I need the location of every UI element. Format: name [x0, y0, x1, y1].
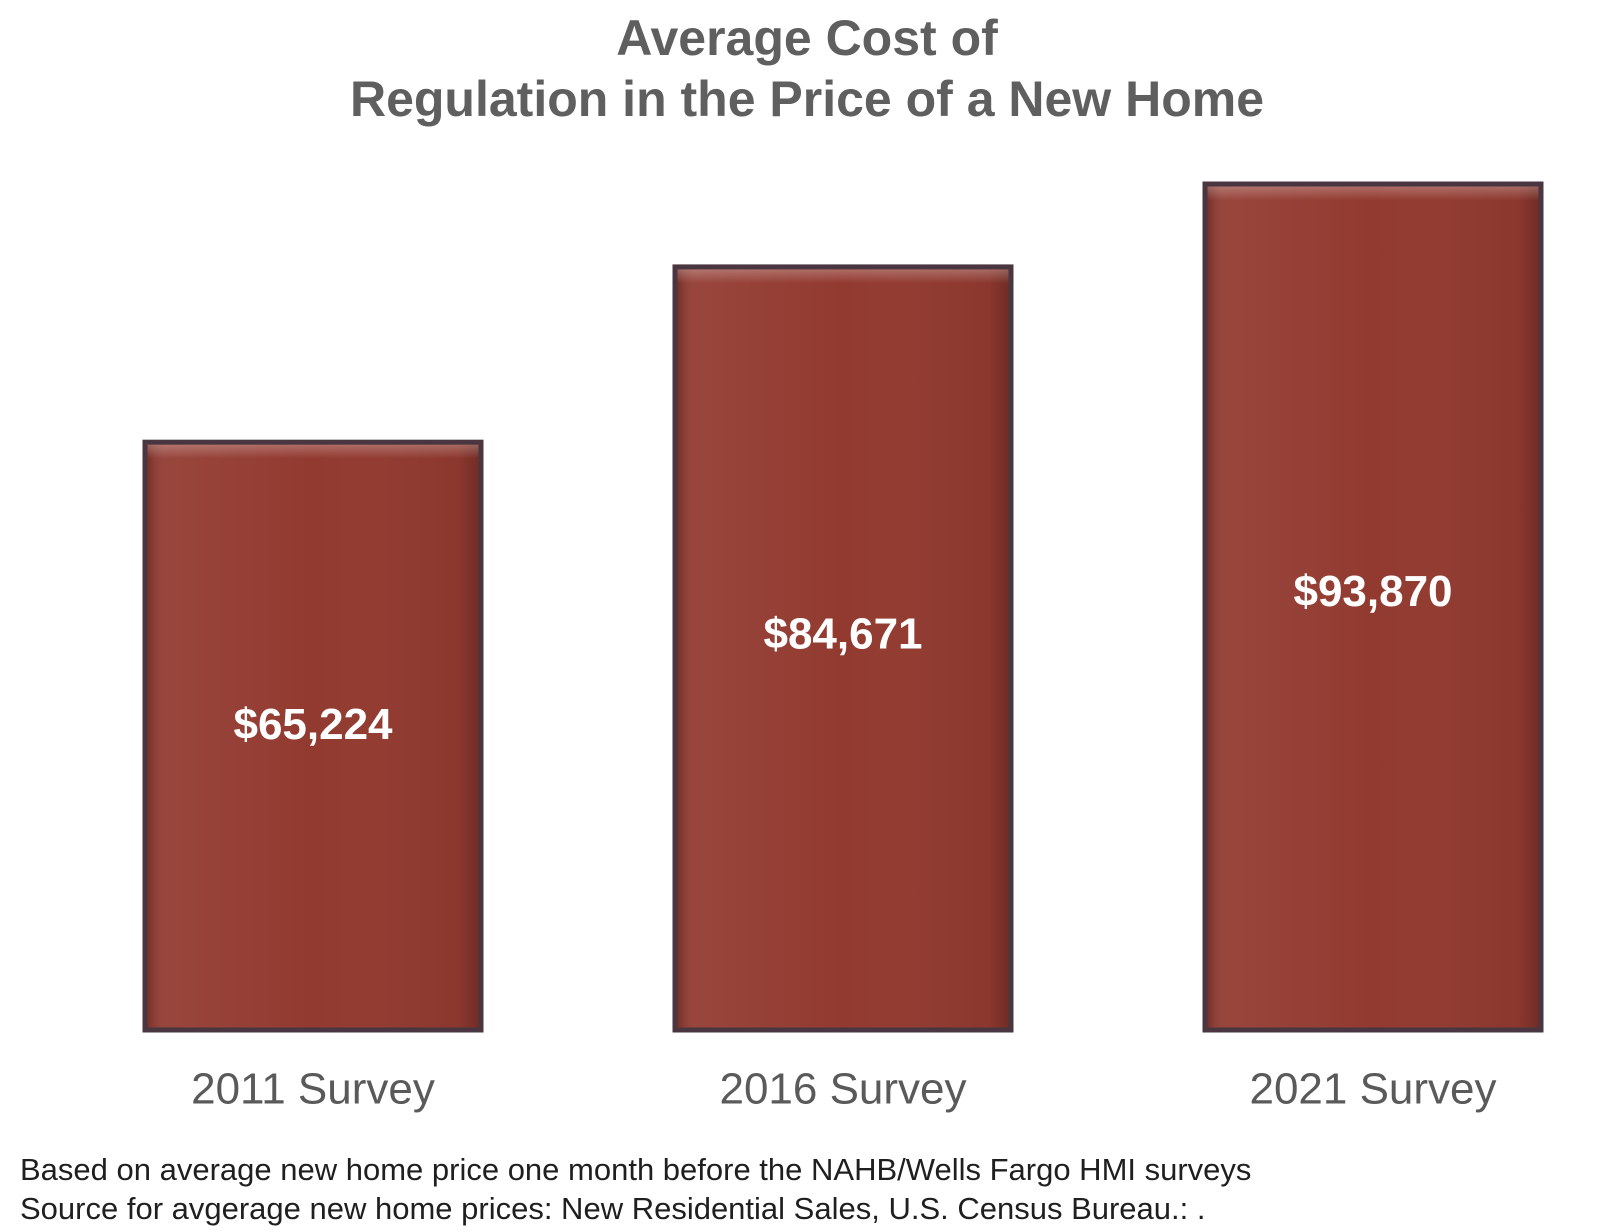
- bar-shading-2: [1207, 186, 1539, 1028]
- bar-highlight-1: [677, 269, 1009, 284]
- data-label-1: $84,671: [763, 610, 922, 659]
- footnote-source: Source for avgerage new home prices: New…: [20, 1191, 1206, 1226]
- category-label-0: 2011 Survey: [191, 1065, 435, 1114]
- labels-group: $65,224 2011 Survey $84,671 2016 Survey $93,…: [191, 567, 1496, 1114]
- chart-title-line-1: Average Cost of: [616, 10, 998, 66]
- bar-shading-0: [147, 444, 479, 1028]
- bar-shading-1: [677, 269, 1009, 1028]
- chart-title: Average Cost of Regulation in the Price …: [0, 8, 1614, 130]
- footnotes: Based on average new home price one mont…: [20, 1150, 1251, 1228]
- bar-highlight-2: [1207, 186, 1539, 201]
- chart-title-line-2: Regulation in the Price of a New Home: [349, 71, 1265, 127]
- bar-highlight-0: [147, 444, 479, 459]
- data-label-0: $65,224: [233, 700, 393, 749]
- bars-group: [142, 181, 1544, 1033]
- category-label-2: 2021 Survey: [1249, 1065, 1496, 1114]
- footnote-methodology: Based on average new home price one mont…: [20, 1152, 1252, 1187]
- category-label-1: 2016 Survey: [719, 1065, 966, 1114]
- data-label-2: $93,870: [1293, 567, 1452, 616]
